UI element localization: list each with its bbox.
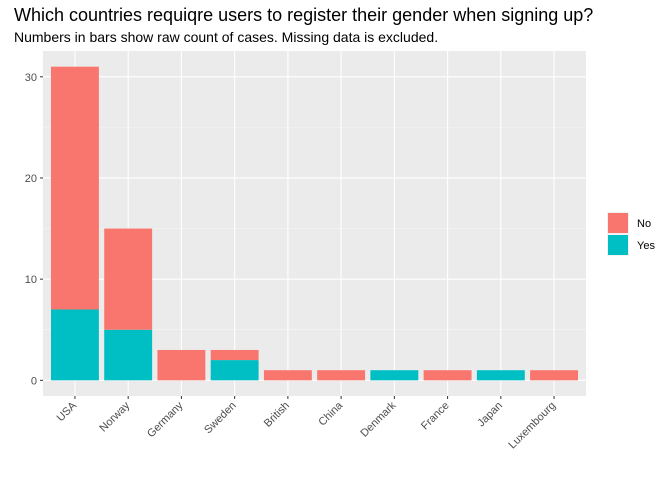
chart-title: Which countries requiqre users to regist… [14, 5, 594, 25]
bar-no-luxembourg [530, 370, 579, 381]
x-tick-label: Sweden [202, 400, 239, 437]
bar-no-france [423, 370, 472, 381]
chart-subtitle: Numbers in bars show raw count of cases.… [14, 29, 439, 45]
bar-yes-denmark [370, 370, 419, 381]
x-tick-label: British [262, 400, 292, 430]
legend-swatch-yes [608, 235, 628, 255]
y-tick-label: 10 [25, 274, 37, 286]
x-tick-label: China [316, 399, 345, 428]
x-tick-label: France [419, 400, 452, 433]
bar-no-china [317, 370, 366, 381]
bar-no-germany [157, 349, 206, 381]
bar-no-british [263, 370, 312, 381]
bar-no-sweden [210, 349, 259, 361]
x-tick-label: Denmark [358, 399, 398, 439]
x-tick-label: Japan [475, 400, 505, 430]
y-axis: 0 10 20 30 [25, 72, 43, 387]
x-axis: USA Norway Germany Sweden British China Denmar… [55, 396, 558, 452]
y-tick-label: 20 [25, 173, 37, 185]
legend: No Yes [607, 212, 655, 256]
bar-yes-norway [104, 329, 153, 381]
bar-yes-usa [50, 309, 99, 381]
bar-yes-japan [476, 370, 525, 381]
x-tick-label: USA [55, 399, 80, 424]
legend-label-no: No [637, 218, 651, 230]
y-tick-label: 30 [25, 72, 37, 84]
x-tick-label: Germany [145, 399, 186, 440]
bar-yes-sweden [210, 360, 259, 381]
legend-label-yes: Yes [637, 240, 655, 252]
y-tick-label: 0 [31, 375, 37, 387]
legend-swatch-no [608, 213, 628, 233]
x-tick-label: Luxembourg [506, 400, 558, 452]
bars-group [50, 66, 579, 381]
x-tick-label: Norway [97, 399, 132, 434]
bar-no-norway [104, 228, 153, 330]
bar-no-usa [50, 66, 99, 310]
